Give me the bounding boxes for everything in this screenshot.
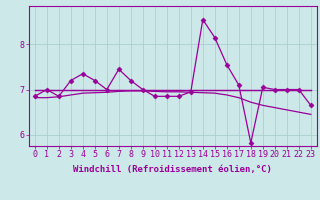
X-axis label: Windchill (Refroidissement éolien,°C): Windchill (Refroidissement éolien,°C) xyxy=(73,165,272,174)
